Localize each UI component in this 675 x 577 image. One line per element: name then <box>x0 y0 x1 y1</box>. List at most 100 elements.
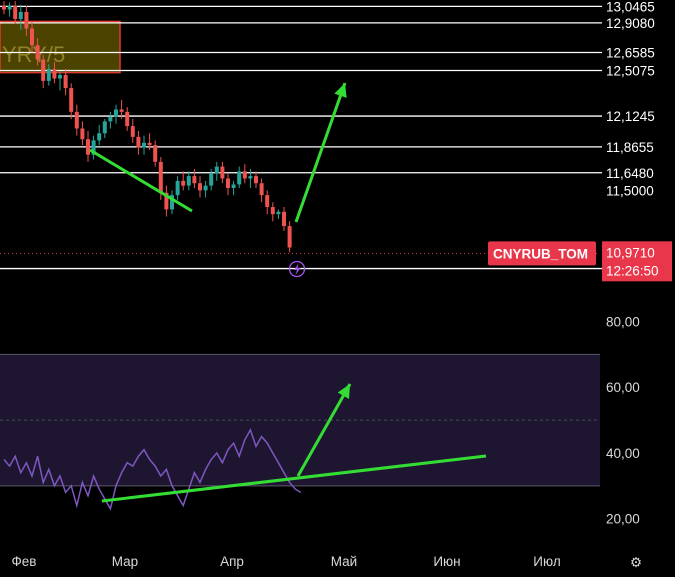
candle-40 <box>226 173 230 196</box>
overlay <box>288 260 306 278</box>
price-up-arrow-shaft <box>294 82 347 223</box>
candle-24 <box>136 130 141 155</box>
candle-body-7 <box>41 59 46 81</box>
settings-icon: ⚙ <box>630 555 642 570</box>
candle-30 <box>170 190 174 215</box>
supply-zone[interactable]: YRY/5 <box>0 20 121 74</box>
candle-13 <box>74 104 79 136</box>
rsi-up-arrow-shaft <box>296 383 352 477</box>
candle-15 <box>86 130 90 162</box>
candle-body-22 <box>125 111 130 127</box>
candles-series <box>2 1 292 253</box>
candle-body-5 <box>30 28 34 46</box>
price-up-arrow-head <box>334 83 347 98</box>
candle-body-25 <box>142 142 146 148</box>
candle-body-38 <box>214 166 219 174</box>
candle-12 <box>69 83 74 119</box>
candle-body-33 <box>186 176 191 186</box>
candle-body-47 <box>265 195 270 208</box>
candle-body-4 <box>24 11 29 29</box>
candle-39 <box>220 161 225 184</box>
price-tick-6: 11,6480 <box>606 166 654 181</box>
candle-body-32 <box>181 180 186 186</box>
price-tick-2: 12,6585 <box>606 46 655 61</box>
candle-body-31 <box>175 180 180 196</box>
candle-body-14 <box>80 128 85 140</box>
price-axis[interactable]: 13,0465 12,9080 12,6585 12,5075 12,1245 11,86… <box>488 0 675 282</box>
candle-body-40 <box>226 178 230 188</box>
candle-32 <box>181 171 186 191</box>
candle-body-46 <box>259 183 264 196</box>
candle-8 <box>46 64 51 86</box>
rsi-tick-3: 20,00 <box>606 512 640 527</box>
candle-body-9 <box>52 69 57 79</box>
trend-drawings[interactable] <box>89 82 487 503</box>
candle-body-35 <box>198 183 202 191</box>
candle-body-50 <box>282 211 286 227</box>
candle-35 <box>198 176 202 198</box>
supply-zone-label: YRY/5 <box>2 42 65 67</box>
time-tick-5: Июл <box>533 554 560 569</box>
candle-37 <box>209 168 214 191</box>
candle-body-15 <box>86 139 90 155</box>
candle-body-41 <box>231 184 236 188</box>
time-axis[interactable]: Фев Мар Апр Май Июн Июл ⚙ <box>12 554 643 570</box>
rsi-line <box>3 428 302 511</box>
candle-body-13 <box>74 111 79 129</box>
candle-7 <box>41 54 46 89</box>
candle-10 <box>58 71 62 91</box>
price-badge <box>602 241 672 282</box>
candle-1 <box>7 2 12 17</box>
rsi-tick-2: 40,00 <box>606 446 640 461</box>
candle-29 <box>164 185 169 217</box>
candle-11 <box>63 69 68 96</box>
candle-31 <box>175 176 180 200</box>
candle-22 <box>125 107 130 131</box>
candle-body-39 <box>220 166 225 179</box>
rsi-support-line <box>101 454 487 503</box>
candle-body-27 <box>153 145 158 162</box>
price-tick-7: 11,5000 <box>606 183 654 198</box>
candle-body-49 <box>276 211 281 215</box>
price-up-arrow <box>294 82 347 223</box>
candle-body-6 <box>35 45 40 60</box>
candle-36 <box>203 180 208 198</box>
candle-2 <box>13 1 18 24</box>
price-tick-1: 12,9080 <box>606 16 655 31</box>
rsi-up-arrow-head <box>337 384 350 399</box>
price-badge-countdown: 12:26:50 <box>606 263 659 278</box>
candle-body-23 <box>130 126 135 137</box>
candle-body-21 <box>119 109 124 112</box>
candle-body-11 <box>63 74 68 89</box>
time-tick-2: Апр <box>220 554 244 569</box>
candle-48 <box>270 202 275 222</box>
supply-zone-rect <box>0 20 121 74</box>
candle-body-20 <box>114 109 118 117</box>
candle-25 <box>142 135 146 155</box>
candle-47 <box>265 190 270 215</box>
lightning-icon <box>288 260 306 278</box>
rsi-axis[interactable]: 80,00 60,00 40,00 20,00 <box>606 314 640 526</box>
candle-body-10 <box>58 74 62 79</box>
candle-44 <box>248 168 253 188</box>
rsi-up-arrow <box>296 383 352 477</box>
time-tick-1: Мар <box>112 554 138 569</box>
candle-38 <box>214 161 219 181</box>
candle-9 <box>52 61 57 84</box>
candle-34 <box>192 168 197 188</box>
candle-body-29 <box>164 192 169 210</box>
price-badge-value: 10,9710 <box>606 245 655 260</box>
candle-43 <box>242 164 247 184</box>
candle-6 <box>35 38 40 66</box>
candle-body-0 <box>2 5 6 10</box>
candle-5 <box>30 21 34 53</box>
symbol-badge <box>488 241 596 266</box>
candle-23 <box>130 118 135 143</box>
candle-body-26 <box>147 142 152 146</box>
time-tick-4: Июн <box>433 554 460 569</box>
candle-body-51 <box>287 226 292 248</box>
candle-body-43 <box>242 171 247 179</box>
candle-20 <box>114 104 118 124</box>
candle-body-30 <box>170 195 174 210</box>
